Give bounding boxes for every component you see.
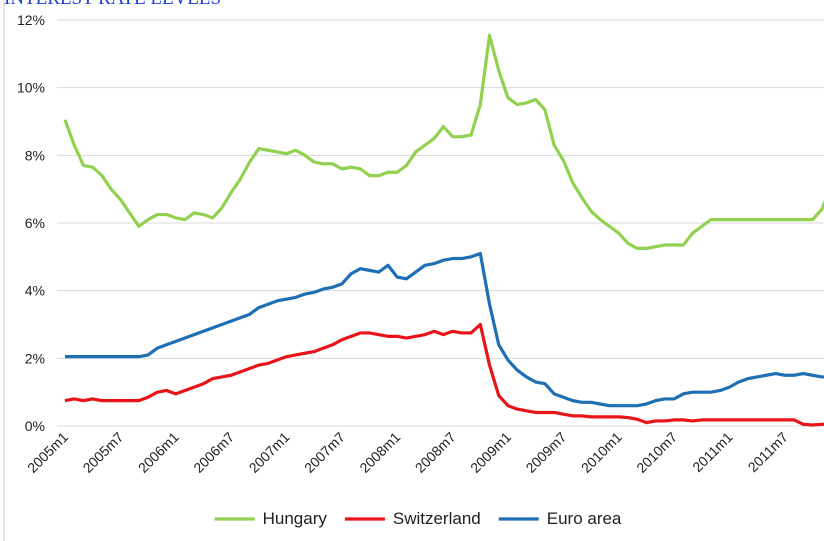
x-tick-label: 2008m1 [356,429,403,476]
x-tick-label: 2011m7 [745,429,792,476]
x-tick-label: 2009m7 [522,429,569,476]
x-tick-label: 2008m7 [412,429,459,476]
y-tick-label: 10% [17,80,45,96]
x-tick-label: 2010m7 [633,429,680,476]
x-tick-label: 2006m1 [135,429,182,476]
x-tick-label: 2011m1 [689,429,736,476]
y-tick-label: 12% [17,12,45,28]
chart-title: INTEREST RATE LEVELS [4,0,221,9]
x-tick-label: 2007m7 [301,429,348,476]
y-tick-label: 2% [25,350,45,366]
series-line [64,322,824,427]
y-tick-label: 8% [25,147,45,163]
x-tick-label: 2006m7 [190,429,237,476]
x-tick-label: 2010m1 [578,429,625,476]
x-tick-label: 2007m1 [246,429,293,476]
y-tick-label: 6% [25,215,45,231]
x-tick-label: 2009m1 [467,429,514,476]
legend-label: Switzerland [393,509,481,528]
y-tick-label: 4% [25,283,45,299]
x-tick-label: 2005m1 [24,429,71,476]
x-tick-label: 2005m7 [79,429,126,476]
legend-label: Euro area [547,509,622,528]
legend-label: Hungary [263,509,328,528]
y-tick-label: 0% [25,418,45,434]
series-line [65,251,824,408]
series-line [63,33,824,250]
